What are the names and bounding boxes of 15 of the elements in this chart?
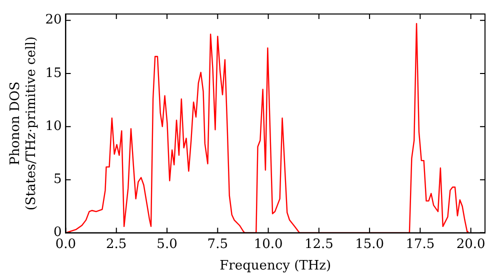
y-axis-title: Phonon DOS (States/THz·primitive cell)	[8, 36, 39, 210]
x-tick-label: 20.0	[456, 236, 486, 252]
y-tick-label: 20	[45, 12, 62, 28]
y-tick-label: 10	[45, 118, 62, 134]
x-tick-label: 7.5	[207, 236, 228, 252]
x-axis-title: Frequency (THz)	[220, 258, 332, 274]
x-tick-label: 5.0	[156, 236, 178, 252]
x-tick-label: 10.0	[254, 236, 283, 252]
y-tick-label: 5	[53, 172, 62, 188]
y-tick-label: 15	[45, 66, 62, 81]
x-tick-label: 12.5	[304, 236, 334, 252]
x-tick-label: 0.0	[55, 236, 76, 252]
x-tick-label: 17.5	[406, 236, 435, 252]
x-tick-label: 15.0	[355, 236, 384, 252]
x-tick-label: 2.5	[106, 236, 127, 252]
